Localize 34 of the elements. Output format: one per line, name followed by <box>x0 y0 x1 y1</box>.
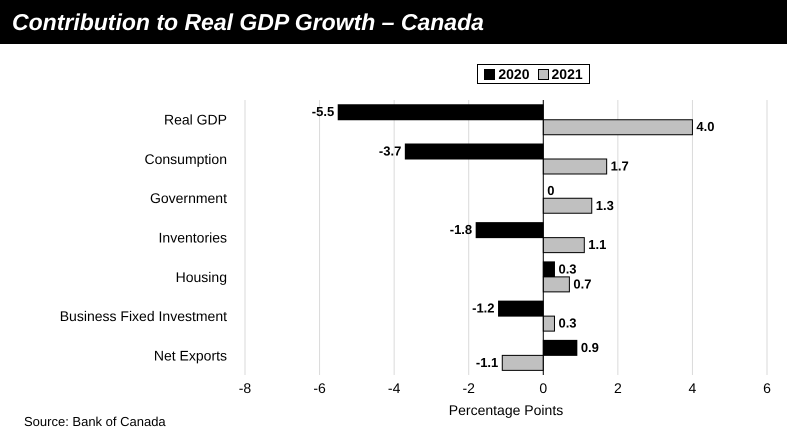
data-label: -5.5 <box>312 104 334 120</box>
x-tick-label: 6 <box>763 380 772 396</box>
x-tick-label: -6 <box>313 380 326 396</box>
x-tick-label: 0 <box>539 380 548 396</box>
data-label: 0.7 <box>573 276 592 292</box>
legend-label: 2021 <box>552 66 583 82</box>
legend-label: 2020 <box>498 66 530 82</box>
y-tick-label: Business Fixed Investment <box>60 308 228 324</box>
chart-title: Contribution to Real GDP Growth – Canada <box>0 0 787 44</box>
data-label: 0 <box>547 182 555 198</box>
data-label: 0.3 <box>558 261 577 276</box>
data-label: -1.1 <box>476 354 498 370</box>
y-tick-label: Housing <box>176 268 227 285</box>
data-label: 1.3 <box>596 198 614 213</box>
x-tick-label: -4 <box>388 380 401 396</box>
x-axis-title: Percentage Points <box>448 402 564 418</box>
y-tick-label: Net Exports <box>154 347 227 364</box>
data-label: 0.9 <box>580 340 599 355</box>
data-label: -1.2 <box>472 300 495 316</box>
x-tick-label: 4 <box>688 380 697 396</box>
y-tick-label: Real GDP <box>164 112 227 128</box>
data-label: 1.7 <box>610 158 629 174</box>
data-label: -1.8 <box>450 222 472 238</box>
data-label: 4.0 <box>696 119 715 134</box>
y-tick-label: Consumption <box>144 150 227 167</box>
source-note: Source: Bank of Canada <box>24 414 166 429</box>
x-tick-label: -2 <box>462 380 476 396</box>
y-tick-label: Government <box>150 190 228 206</box>
data-label: -3.7 <box>378 144 402 158</box>
x-tick-label: 2 <box>614 380 622 396</box>
data-label: 0.3 <box>558 316 577 331</box>
x-tick-label: -8 <box>238 380 252 396</box>
data-label: 1.1 <box>588 237 606 252</box>
y-tick-label: Inventories <box>158 229 227 246</box>
